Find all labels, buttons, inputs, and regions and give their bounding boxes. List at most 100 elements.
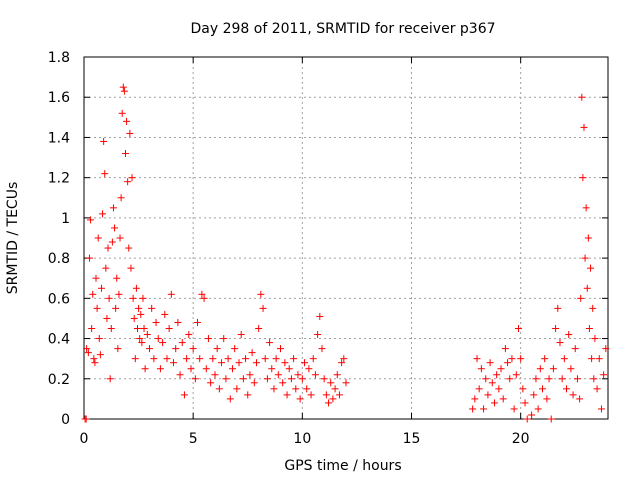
data-point: [325, 399, 333, 407]
data-point: [95, 335, 103, 343]
data-point: [172, 345, 180, 353]
y-tick-label: 0.4: [48, 332, 70, 348]
data-point: [129, 294, 137, 302]
data-point: [109, 204, 117, 212]
data-point: [580, 123, 588, 131]
data-point: [135, 304, 143, 312]
data-point: [211, 371, 219, 379]
data-point: [252, 359, 260, 367]
y-tick-label: 1: [61, 211, 70, 227]
data-point: [329, 395, 337, 403]
data-point: [116, 234, 124, 242]
data-point: [108, 238, 116, 246]
y-tick-label: 1.4: [48, 130, 70, 146]
data-point: [534, 405, 542, 413]
data-point: [100, 137, 108, 145]
data-point: [131, 355, 139, 363]
data-point: [591, 335, 599, 343]
data-point: [123, 117, 131, 125]
data-point: [281, 359, 289, 367]
data-point: [233, 385, 241, 393]
data-point: [97, 284, 105, 292]
data-point: [138, 339, 146, 347]
data-point: [91, 359, 99, 367]
data-point: [178, 339, 186, 347]
x-tick-label: 5: [189, 431, 198, 447]
data-point: [497, 365, 505, 373]
data-point: [220, 335, 228, 343]
data-point: [120, 87, 128, 95]
data-point: [577, 294, 585, 302]
data-point: [521, 399, 529, 407]
data-point: [579, 174, 587, 182]
data-point: [187, 365, 195, 373]
data-point: [602, 345, 610, 353]
data-point: [115, 290, 123, 298]
data-point: [143, 331, 151, 339]
data-point: [314, 331, 322, 339]
data-point: [111, 224, 119, 232]
data-point: [246, 371, 254, 379]
data-point: [316, 312, 324, 320]
data-point: [320, 375, 328, 383]
data-point: [209, 355, 217, 363]
data-point: [303, 385, 311, 393]
data-point: [585, 325, 593, 332]
plot-frame: [83, 56, 609, 420]
data-point: [543, 395, 551, 403]
data-point: [103, 314, 111, 322]
chart-title: Day 298 of 2011, SRMTID for receiver p36…: [190, 21, 495, 37]
data-point: [207, 379, 215, 387]
data-point: [244, 391, 252, 399]
data-point: [156, 365, 164, 373]
y-tick-label: 0.6: [48, 291, 70, 307]
data-point: [490, 399, 498, 407]
data-point: [307, 391, 315, 399]
data-point: [582, 204, 590, 212]
data-point: [139, 294, 147, 302]
data-point: [567, 365, 575, 373]
data-point: [530, 391, 538, 399]
data-point: [235, 359, 243, 367]
data-point: [305, 365, 313, 373]
data-point: [119, 83, 127, 91]
data-point: [340, 355, 348, 363]
y-tick-label: 1.2: [48, 171, 70, 187]
data-point: [484, 391, 492, 399]
data-point: [268, 365, 276, 373]
data-point: [113, 274, 121, 282]
data-point: [558, 375, 566, 383]
data-point: [504, 359, 512, 367]
data-point: [569, 391, 577, 399]
data-point: [84, 349, 92, 357]
data-point: [600, 371, 608, 379]
data-point: [198, 290, 206, 298]
data-point: [133, 325, 141, 332]
data-point: [250, 379, 258, 387]
data-point: [222, 375, 230, 383]
data-point: [255, 325, 263, 332]
data-point: [508, 355, 516, 363]
data-point: [126, 129, 134, 137]
data-point: [137, 310, 145, 318]
data-point: [563, 385, 571, 393]
data-point: [102, 264, 110, 272]
data-point: [331, 385, 339, 393]
data-point: [301, 359, 309, 367]
data-point: [532, 375, 540, 383]
data-point: [578, 93, 586, 101]
data-point: [128, 174, 136, 182]
data-point: [174, 318, 182, 326]
data-point: [105, 294, 113, 302]
data-point: [318, 345, 326, 353]
data-point: [335, 391, 343, 399]
data-point: [549, 365, 557, 373]
data-point: [581, 254, 589, 262]
data-point: [183, 355, 191, 363]
data-point: [593, 385, 601, 393]
data-point: [482, 375, 490, 383]
data-point: [239, 375, 247, 383]
data-point: [132, 284, 140, 292]
data-point: [231, 345, 239, 353]
data-point: [296, 395, 304, 403]
